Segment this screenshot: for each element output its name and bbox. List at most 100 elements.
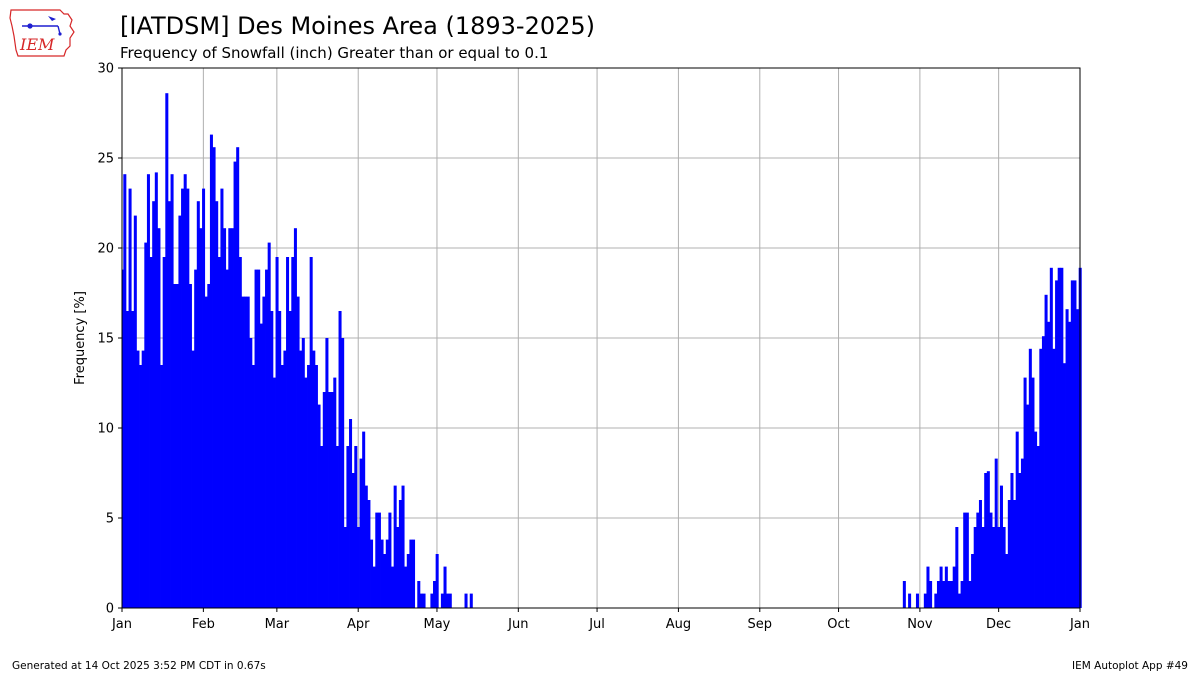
frequency-bar bbox=[992, 527, 996, 608]
x-tick-label: Sep bbox=[748, 617, 773, 632]
frequency-bar bbox=[926, 566, 930, 608]
frequency-bar bbox=[144, 242, 148, 608]
frequency-bar bbox=[963, 512, 967, 608]
frequency-bar bbox=[309, 257, 313, 608]
frequency-bar bbox=[238, 257, 242, 608]
frequency-bar bbox=[351, 473, 355, 608]
frequency-bar bbox=[312, 350, 316, 608]
y-tick-label: 25 bbox=[97, 152, 114, 167]
frequency-bar bbox=[330, 392, 334, 608]
frequency-bar bbox=[317, 404, 321, 608]
frequency-bar bbox=[131, 311, 135, 608]
frequency-bar bbox=[325, 338, 329, 608]
frequency-bar bbox=[448, 593, 452, 608]
y-tick-label: 15 bbox=[97, 332, 114, 347]
frequency-bar bbox=[346, 446, 350, 608]
frequency-bar bbox=[338, 311, 342, 608]
iem-logo: IEM bbox=[8, 6, 80, 60]
frequency-bar bbox=[915, 593, 919, 608]
frequency-bar bbox=[194, 269, 198, 608]
frequency-bar bbox=[1070, 280, 1074, 608]
logo-text: IEM bbox=[19, 35, 55, 54]
frequency-bar bbox=[246, 296, 250, 608]
y-tick-label: 30 bbox=[97, 62, 114, 77]
frequency-bar bbox=[923, 593, 927, 608]
frequency-bar bbox=[254, 269, 258, 608]
frequency-bar bbox=[233, 161, 237, 608]
frequency-bar bbox=[359, 458, 363, 608]
frequency-bar bbox=[1052, 348, 1056, 608]
frequency-bar bbox=[1062, 363, 1066, 608]
frequency-bar bbox=[244, 296, 248, 608]
frequency-bar bbox=[973, 527, 977, 608]
frequency-bar bbox=[1020, 458, 1024, 608]
frequency-bar bbox=[283, 350, 287, 608]
frequency-bar bbox=[440, 593, 444, 608]
frequency-bar bbox=[225, 269, 229, 608]
frequency-bar bbox=[435, 554, 439, 608]
frequency-bar bbox=[286, 257, 290, 608]
frequency-bar bbox=[1073, 280, 1077, 608]
frequency-bar bbox=[1060, 267, 1064, 608]
frequency-bar bbox=[149, 257, 153, 608]
frequency-bar bbox=[396, 527, 400, 608]
frequency-bar bbox=[443, 566, 447, 608]
x-tick-label: Jun bbox=[507, 617, 528, 632]
frequency-bar bbox=[398, 500, 402, 608]
frequency-bar bbox=[173, 284, 177, 608]
frequency-bar bbox=[257, 269, 261, 608]
y-tick-label: 10 bbox=[97, 422, 114, 437]
frequency-bar bbox=[167, 201, 171, 608]
frequency-bar bbox=[170, 174, 174, 608]
frequency-bar bbox=[1010, 473, 1014, 608]
frequency-bar bbox=[978, 500, 982, 608]
y-axis-label: Frequency [%] bbox=[73, 291, 88, 385]
frequency-bar bbox=[1034, 431, 1038, 608]
frequency-bar bbox=[939, 566, 943, 608]
frequency-bar bbox=[191, 350, 195, 608]
frequency-bar bbox=[291, 257, 295, 608]
frequency-bar bbox=[391, 566, 395, 608]
frequency-bar bbox=[157, 228, 161, 608]
y-tick-label: 0 bbox=[106, 602, 114, 617]
frequency-bar bbox=[464, 593, 468, 608]
frequency-bar bbox=[314, 365, 318, 608]
frequency-bar bbox=[304, 377, 308, 608]
frequency-bar bbox=[278, 311, 282, 608]
x-tick-label: Apr bbox=[347, 617, 370, 632]
frequency-bar bbox=[223, 228, 227, 608]
frequency-bar bbox=[1068, 321, 1072, 608]
frequency-bar bbox=[136, 350, 140, 608]
frequency-bar bbox=[1005, 554, 1009, 608]
frequency-bar bbox=[154, 172, 158, 608]
frequency-bar bbox=[1015, 431, 1019, 608]
frequency-bar bbox=[367, 500, 371, 608]
frequency-bar bbox=[236, 147, 240, 608]
frequency-bar bbox=[947, 581, 951, 608]
frequency-bar bbox=[280, 365, 284, 608]
frequency-bar bbox=[125, 311, 129, 608]
frequency-bar bbox=[994, 458, 998, 608]
frequency-bar bbox=[188, 284, 192, 608]
frequency-bar bbox=[406, 554, 410, 608]
frequency-bar bbox=[409, 539, 413, 608]
frequency-bar bbox=[186, 188, 190, 608]
frequency-bar bbox=[393, 485, 397, 608]
frequency-bar bbox=[301, 338, 305, 608]
frequency-bar bbox=[335, 446, 339, 608]
frequency-bar bbox=[981, 527, 985, 608]
x-tick-label: Jan bbox=[1069, 617, 1090, 632]
frequency-bar bbox=[968, 581, 972, 608]
frequency-bar bbox=[202, 188, 206, 608]
frequency-bar bbox=[950, 581, 954, 608]
generated-timestamp: Generated at 14 Oct 2025 3:52 PM CDT in … bbox=[12, 660, 266, 672]
frequency-bar bbox=[162, 257, 166, 608]
frequency-bar bbox=[328, 392, 332, 608]
frequency-bar bbox=[1076, 309, 1080, 608]
frequency-bar bbox=[196, 201, 200, 608]
frequency-bar bbox=[401, 485, 405, 608]
frequency-bar bbox=[1055, 280, 1059, 608]
frequency-bar bbox=[971, 554, 975, 608]
autoplot-app-label: IEM Autoplot App #49 bbox=[1072, 660, 1188, 672]
frequency-bar bbox=[1065, 309, 1069, 608]
